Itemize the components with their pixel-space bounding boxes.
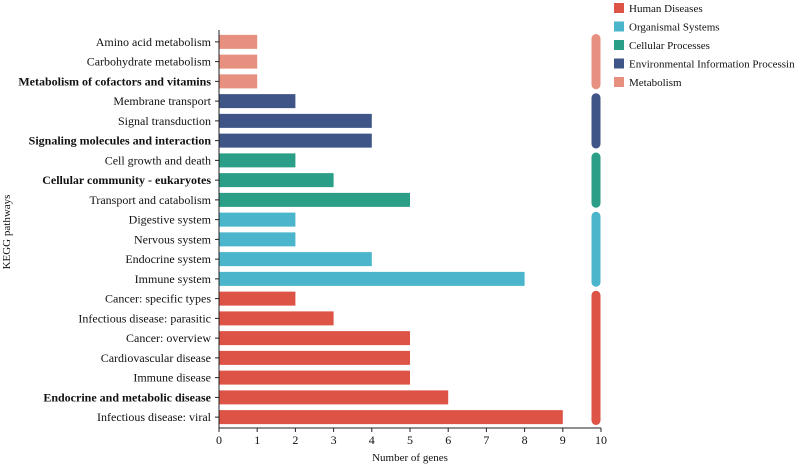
bar [219, 291, 296, 306]
bar [219, 133, 372, 148]
x-tick-label: 7 [483, 433, 489, 447]
y-axis-title: KEGG pathways [1, 195, 13, 270]
legend-swatch [614, 21, 624, 32]
x-axis: 0 1 2 3 4 5 6 7 8 9 10 [216, 427, 607, 447]
bar [219, 370, 410, 385]
category-label: Cellular community - eukaryotes [42, 173, 211, 187]
category-label: Cell growth and death [105, 153, 211, 167]
bar [219, 192, 410, 207]
bar [219, 34, 258, 49]
legend-swatch [614, 3, 624, 13]
bar [219, 113, 372, 128]
x-tick-label: 8 [522, 433, 528, 447]
x-axis-title: Number of genes [372, 452, 448, 464]
category-label: Cardiovascular disease [101, 351, 211, 365]
category-label: Cancer: overview [126, 331, 211, 345]
x-tick-label: 4 [369, 433, 375, 447]
bar [219, 74, 258, 89]
category-label: Infectious disease: parasitic [78, 311, 211, 325]
x-tick-label: 5 [407, 433, 413, 447]
bar [219, 94, 296, 109]
group-indicator-bars [591, 34, 601, 425]
category-label: Carbohydrate metabolism [87, 55, 212, 69]
group-indicator-bar [591, 152, 601, 208]
legend-swatch [614, 77, 624, 87]
bars-group [219, 34, 563, 425]
category-label: Cancer: specific types [105, 292, 211, 306]
bar [219, 153, 296, 168]
x-tick-label: 1 [254, 433, 260, 447]
x-tick-label: 3 [331, 433, 337, 447]
x-tick-label: 0 [216, 433, 222, 447]
category-label: Endocrine and metabolic disease [43, 390, 211, 404]
category-label: Endocrine system [125, 252, 211, 266]
legend-entry: Environmental Information Processin [629, 59, 795, 71]
x-tick-label: 10 [595, 433, 607, 447]
bar [219, 173, 334, 188]
legend-entry: Cellular Processes [629, 40, 710, 52]
bar [219, 390, 449, 405]
category-label: Infectious disease: viral [97, 410, 212, 424]
group-indicator-bar [591, 211, 601, 287]
x-tick-label: 6 [445, 433, 451, 447]
category-label: Nervous system [134, 232, 212, 246]
category-label: Membrane transport [113, 94, 211, 108]
legend-swatch [614, 40, 624, 50]
category-label: Immune disease [133, 371, 211, 385]
x-tick-label: 9 [560, 433, 566, 447]
legend: Human Diseases Organismal Systems Cellular… [614, 3, 795, 89]
bar [219, 350, 410, 365]
category-label: Signal transduction [118, 114, 211, 128]
category-label: Transport and catabolism [89, 193, 211, 207]
bar [219, 252, 372, 267]
group-indicator-bar [591, 34, 601, 90]
bar [219, 271, 525, 286]
group-indicator-bar [591, 290, 601, 425]
category-label: Signaling molecules and interaction [29, 134, 212, 148]
bar [219, 410, 563, 425]
legend-entry: Organismal Systems [629, 22, 720, 34]
legend-swatch [614, 58, 624, 69]
category-label: Digestive system [129, 213, 212, 227]
x-tick-label: 2 [292, 433, 298, 447]
legend-entry: Metabolism [629, 77, 682, 89]
group-indicator-bar [591, 93, 601, 149]
category-label: Metabolism of cofactors and vitamins [18, 74, 211, 88]
bar [219, 331, 410, 346]
category-label: Immune system [135, 272, 212, 286]
category-labels-group: Amino acid metabolism Carbohydrate metabo… [18, 30, 220, 428]
bar [219, 212, 296, 227]
category-label: Amino acid metabolism [96, 35, 212, 49]
legend-entry: Human Diseases [629, 3, 703, 15]
bar [219, 232, 296, 247]
bar [219, 311, 334, 326]
bar [219, 54, 258, 69]
